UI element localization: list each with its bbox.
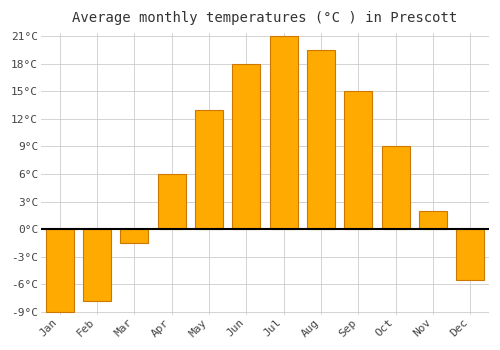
Bar — [158, 174, 186, 229]
Bar — [270, 36, 297, 229]
Bar — [307, 50, 335, 229]
Bar — [456, 229, 484, 280]
Title: Average monthly temperatures (°C ) in Prescott: Average monthly temperatures (°C ) in Pr… — [72, 11, 458, 25]
Bar — [419, 211, 447, 229]
Bar — [46, 229, 74, 312]
Bar — [195, 110, 223, 229]
Bar — [232, 64, 260, 229]
Bar — [120, 229, 148, 243]
Bar — [344, 91, 372, 229]
Bar — [83, 229, 111, 301]
Bar — [382, 146, 409, 229]
